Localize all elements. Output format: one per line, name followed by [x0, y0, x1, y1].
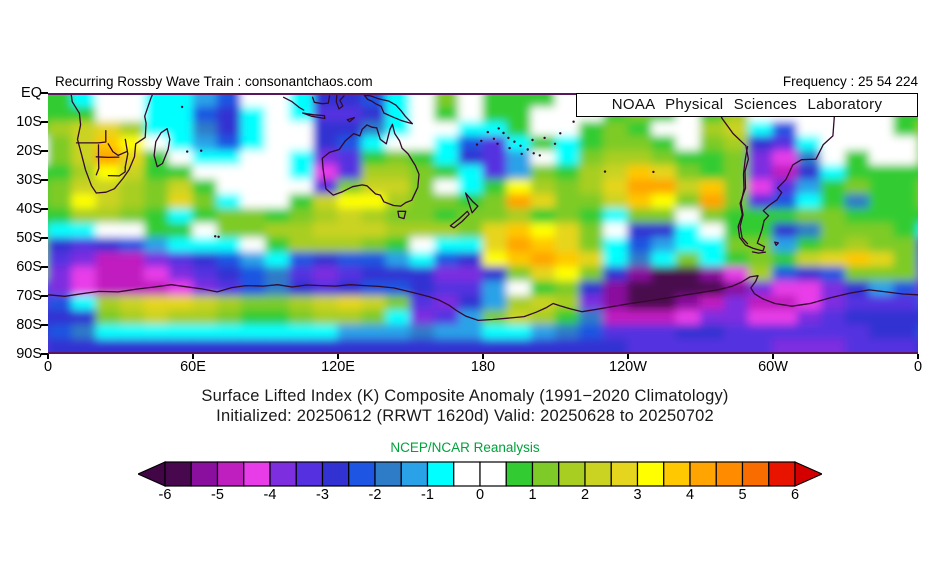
- colorbar-tick-label--4: -4: [263, 487, 277, 503]
- y-axis-label-EQ: EQ: [21, 85, 42, 101]
- y-axis-tick: [41, 266, 48, 268]
- x-axis-label-120W-4: 120W: [609, 359, 647, 375]
- colorbar-tick-label-2: 2: [580, 487, 590, 503]
- x-axis-tick: [47, 354, 49, 359]
- y-axis-label-20S: 20S: [16, 143, 42, 159]
- x-axis-label-180-3: 180: [470, 359, 496, 375]
- colorbar-tick-label-1: 1: [528, 487, 537, 503]
- y-axis-tick: [41, 208, 48, 210]
- x-axis-label-60E-1: 60E: [180, 359, 206, 375]
- header-frequency-text: Frequency : 25 54 224: [782, 74, 918, 89]
- x-axis-tick: [772, 354, 774, 359]
- colorbar-tick-label--2: -2: [368, 487, 382, 503]
- y-axis-label-90S: 90S: [16, 346, 42, 362]
- colorbar-tick-label--6: -6: [158, 487, 172, 503]
- y-axis-tick: [41, 237, 48, 239]
- y-axis-tick: [41, 179, 48, 181]
- y-axis-tick: [41, 353, 48, 355]
- y-axis-label-50S: 50S: [16, 230, 42, 246]
- y-axis-label-10S: 10S: [16, 114, 42, 130]
- colorbar: [138, 461, 822, 487]
- x-axis-label-60W-5: 60W: [758, 359, 788, 375]
- noaa-watermark-box: NOAA Physical Sciences Laboratory: [576, 93, 918, 117]
- colorbar-tick-label-0: 0: [475, 487, 485, 503]
- x-axis-tick: [337, 354, 339, 359]
- y-axis-tick: [41, 295, 48, 297]
- y-axis-tick: [41, 324, 48, 326]
- colorbar-tick-label--5: -5: [211, 487, 224, 503]
- y-axis-label-80S: 80S: [16, 317, 42, 333]
- colorbar-tick-label--3: -3: [316, 487, 329, 503]
- y-axis-tick: [41, 121, 48, 123]
- colorbar-tick-label-5: 5: [738, 487, 747, 503]
- colorbar-tick-label-4: 4: [685, 487, 695, 503]
- noaa-watermark-label: NOAA Physical Sciences Laboratory: [611, 96, 883, 113]
- x-axis-label-120E-2: 120E: [321, 359, 355, 375]
- x-axis-label-0-0: 0: [43, 359, 53, 375]
- y-axis-label-70S: 70S: [16, 288, 42, 304]
- header-source-text: Recurring Rossby Wave Train : consonantc…: [55, 74, 373, 89]
- chart-subtitle: Initialized: 20250612 (RRWT 1620d) Valid…: [216, 407, 714, 425]
- x-axis-tick: [192, 354, 194, 359]
- y-axis-tick: [41, 150, 48, 152]
- colorbar-tick-label--1: -1: [421, 487, 434, 503]
- x-axis-tick: [917, 354, 919, 359]
- anomaly-map: NOAA Physical Sciences Laboratory: [48, 93, 918, 354]
- legend-title: NCEP/NCAR Reanalysis: [390, 440, 540, 455]
- y-axis-label-60S: 60S: [16, 259, 42, 275]
- colorbar-tick-label-3: 3: [633, 487, 642, 503]
- y-axis-label-30S: 30S: [16, 172, 42, 188]
- x-axis-label-0-6: 0: [913, 359, 923, 375]
- chart-title: Surface Lifted Index (K) Composite Anoma…: [201, 387, 729, 405]
- x-axis-tick: [482, 354, 484, 359]
- x-axis-tick: [627, 354, 629, 359]
- y-axis-label-40S: 40S: [16, 201, 42, 217]
- y-axis-tick: [41, 92, 48, 94]
- colorbar-tick-label-6: 6: [790, 487, 800, 503]
- anomaly-heatmap-svg: [48, 93, 918, 354]
